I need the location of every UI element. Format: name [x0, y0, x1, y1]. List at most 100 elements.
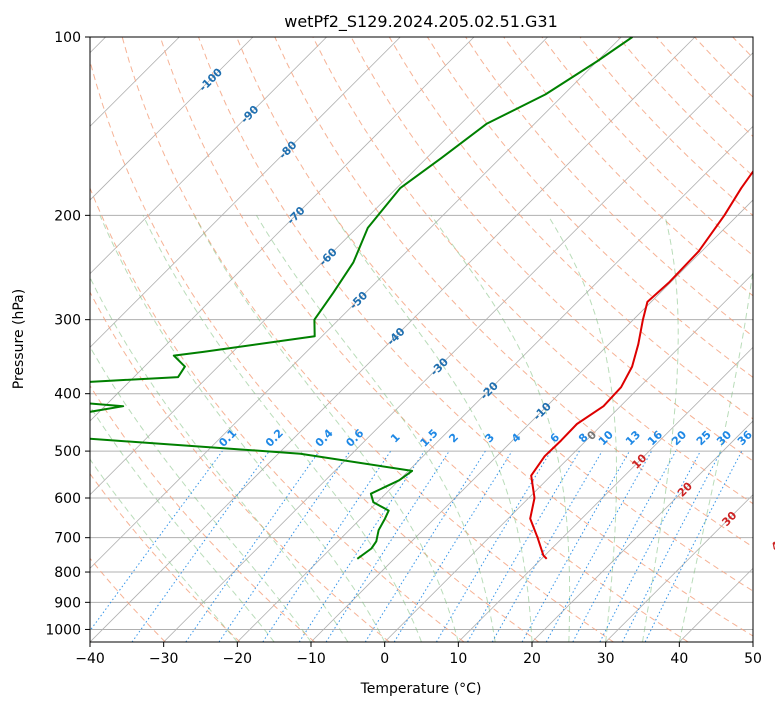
- mixing-ratio-line: [572, 450, 677, 642]
- dry-adiabat-line: [90, 384, 316, 642]
- plot-frame: [89, 36, 754, 643]
- dry-adiabat-line: [236, 37, 753, 592]
- x-tick-label: −40: [75, 651, 105, 667]
- x-tick-label: 40: [670, 651, 688, 667]
- profiles: [90, 37, 753, 560]
- y-tick-label: 500: [54, 444, 81, 460]
- dry-adiabat-line: [90, 472, 241, 642]
- y-tick-label: 400: [54, 387, 81, 403]
- mixing-ratio-line: [621, 450, 722, 642]
- mixing-ratio-label: 0.4: [313, 426, 336, 449]
- isotherm-line: [90, 37, 401, 348]
- mixing-ratio-line: [545, 450, 653, 642]
- dry-adiabat-line: [90, 291, 390, 642]
- moist-adiabat-line: [90, 345, 312, 642]
- mixing-ratio-label: 3: [482, 431, 497, 446]
- y-tick-label: 100: [54, 30, 81, 46]
- chart-title: wetPf2_S129.2024.205.02.51.G31: [284, 12, 558, 32]
- y-tick-label: 700: [54, 531, 81, 547]
- isotherm-line: [384, 273, 753, 642]
- dry-adiabat-line: [732, 37, 753, 59]
- mixing-ratio-label: 13: [623, 428, 643, 448]
- y-tick-label: 800: [54, 565, 81, 581]
- mixing-ratio-line: [644, 450, 743, 642]
- isotherm-label: -70: [284, 204, 307, 227]
- y-tick-label: 300: [54, 313, 81, 329]
- y-tick-label: 1000: [45, 622, 81, 638]
- dry-adiabat-line: [312, 37, 753, 505]
- y-tick-label: 200: [54, 208, 81, 224]
- isotherm-label: -20: [478, 379, 501, 402]
- x-tick-label: 30: [597, 651, 615, 667]
- mixing-ratio-label: 25: [694, 428, 714, 448]
- isotherm-line: [310, 199, 753, 642]
- isopleth-labels: 0.1 0.2 0.4 0.6 1 1.5 2 3 4 6 8 10 13 16 20 25 30 36-100-…: [196, 65, 775, 553]
- dry-adiabat-line: [274, 37, 753, 548]
- moist-adiabat-line: [255, 215, 496, 642]
- mixing-ratio-label: 20: [669, 428, 689, 448]
- isotherm-line: [237, 125, 753, 642]
- dry-adiabat-line: [694, 37, 753, 98]
- mixing-ratio-line: [325, 450, 450, 642]
- moist-adiabat-line: [333, 215, 533, 642]
- x-tick-label: 0: [380, 651, 389, 667]
- isotherm-line: [163, 52, 753, 642]
- isotherm-label: -100: [196, 65, 225, 94]
- moist-adiabat-line: [99, 215, 386, 642]
- dry-adiabat-line: [465, 37, 753, 338]
- temperature-profile-line: [529, 169, 753, 560]
- isotherm-line: [605, 494, 753, 642]
- mixing-ratio-line: [218, 450, 351, 642]
- mixing-ratio-label: 0.1: [216, 427, 239, 450]
- dewpoint-profile-line: [90, 37, 633, 560]
- dry-adiabat-line: [90, 186, 465, 642]
- x-tick-label: −20: [223, 651, 253, 667]
- isotherm-line: [90, 37, 548, 496]
- y-axis-title: Pressure (hPa): [11, 289, 27, 389]
- dry-adiabat-line: [159, 37, 689, 642]
- moist-adiabat-line: [90, 405, 275, 642]
- isotherm-line: [90, 37, 475, 422]
- isotherm-line: [679, 567, 753, 642]
- isotherm-line: [90, 37, 622, 569]
- mixing-ratio-label: 10: [596, 428, 616, 448]
- x-tick-label: −10: [296, 651, 326, 667]
- moist-adiabat-line: [90, 458, 238, 642]
- mixing-ratio-line: [185, 450, 320, 642]
- dry-adiabat-line: [656, 37, 753, 138]
- background-lines: [90, 37, 753, 642]
- isotherm-label: 10: [629, 451, 649, 471]
- dry-adiabat-line: [388, 37, 753, 420]
- mixing-ratio-line: [393, 450, 513, 642]
- y-axis: 100 200 300 400 500 600 700 800 900 1000: [45, 30, 90, 638]
- mixing-ratio-line: [435, 450, 552, 642]
- mixing-ratio-label: 4: [509, 431, 524, 446]
- mixing-ratio-line: [262, 450, 392, 642]
- x-tick-label: 20: [523, 651, 541, 667]
- moist-adiabat-line: [430, 215, 571, 642]
- dry-adiabat-line: [503, 37, 753, 297]
- dry-adiabat-line: [90, 59, 540, 642]
- isotherm-label: -60: [317, 245, 340, 268]
- x-tick-label: 10: [449, 651, 467, 667]
- isotherm-label: -50: [347, 289, 370, 312]
- mixing-ratio-label: 0.2: [263, 427, 286, 450]
- mixing-ratio-label: 16: [645, 428, 665, 448]
- isotherm-label: -30: [428, 355, 451, 378]
- moist-adiabat-line: [547, 215, 617, 642]
- dry-adiabat-line: [198, 37, 753, 637]
- x-tick-label: −30: [149, 651, 179, 667]
- dry-adiabat-line: [121, 37, 614, 642]
- moist-adiabat-line: [193, 215, 459, 642]
- dry-adiabat-line: [350, 37, 753, 462]
- mixing-ratio-label: 0.6: [343, 426, 366, 449]
- x-axis-title: Temperature (°C): [360, 681, 482, 697]
- mixing-ratio-line: [131, 450, 270, 642]
- mixing-ratio-line: [521, 450, 630, 642]
- mixing-ratio-label: 30: [714, 428, 734, 448]
- mixing-ratio-line: [298, 450, 425, 642]
- isotherm-label: -90: [238, 103, 261, 126]
- y-tick-label: 900: [54, 595, 81, 611]
- mixing-ratio-line: [364, 450, 486, 642]
- dry-adiabat-line: [426, 37, 753, 378]
